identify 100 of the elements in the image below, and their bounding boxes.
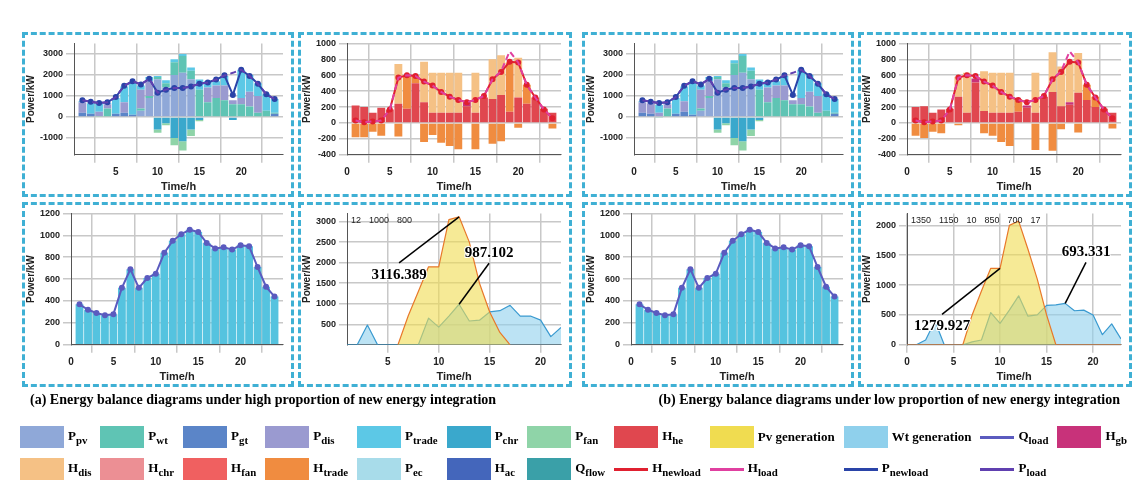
y-tick-label: 800 bbox=[44, 251, 61, 262]
y-axis-title: Power/kW bbox=[860, 74, 872, 123]
y-tick-label: 3000 bbox=[315, 216, 337, 227]
legend-label: H$_{gb}$ bbox=[1105, 428, 1127, 446]
y-axis-title: Power/kW bbox=[300, 74, 312, 123]
x-tick-label: 20 bbox=[235, 355, 247, 367]
x-tick-label: 5 bbox=[670, 355, 677, 367]
annotation: 10 bbox=[966, 215, 977, 226]
x-tick-label: 10 bbox=[994, 355, 1007, 367]
annotation: 1000 bbox=[369, 215, 390, 226]
x-tick-label: 15 bbox=[752, 355, 765, 367]
y-tick-label: 2000 bbox=[42, 69, 64, 80]
y-tick-label: 800 bbox=[604, 251, 621, 262]
y-tick-label: 2000 bbox=[875, 219, 897, 230]
x-axis-title: Time/h bbox=[996, 180, 1032, 193]
y-tick-label: 200 bbox=[44, 317, 61, 328]
x-tick-label: 20 bbox=[535, 355, 547, 367]
legend-label: P$_{dis}$ bbox=[313, 428, 335, 446]
y-tick-label: 600 bbox=[880, 69, 897, 80]
x-axis-title: Time/h bbox=[996, 370, 1032, 383]
x-axis-title: Time/h bbox=[720, 180, 757, 193]
y-tick-label: 1500 bbox=[315, 277, 337, 288]
y-axis-title: Power/kW bbox=[584, 254, 596, 303]
legend-label: Wt generation bbox=[891, 429, 972, 445]
y-tick-label: 1000 bbox=[315, 37, 337, 48]
y-tick-label: 1000 bbox=[875, 279, 897, 290]
legend-label: Pv generation bbox=[757, 429, 835, 445]
x-tick-label: 5 bbox=[673, 165, 680, 177]
y-axis-title: Power/kW bbox=[860, 254, 872, 303]
x-tick-label: 5 bbox=[387, 165, 394, 177]
y-tick-label: 800 bbox=[880, 53, 897, 64]
y-tick-label: -1000 bbox=[39, 132, 64, 143]
y-tick-label: 200 bbox=[880, 101, 897, 112]
y-tick-label: 600 bbox=[604, 273, 621, 284]
y-axis-title: Power/kW bbox=[24, 254, 36, 303]
y-tick-label: 800 bbox=[320, 53, 337, 64]
legend-label: P$_{chr}$ bbox=[494, 428, 519, 446]
legend-label: H$_{he}$ bbox=[662, 428, 684, 446]
y-tick-label: 0 bbox=[331, 117, 337, 128]
y-tick-label: 1000 bbox=[602, 90, 624, 101]
x-tick-label: 15 bbox=[192, 355, 205, 367]
x-tick-label: 15 bbox=[469, 165, 482, 177]
x-tick-label: 15 bbox=[193, 165, 206, 177]
y-tick-label: 0 bbox=[615, 339, 621, 350]
x-tick-label: 10 bbox=[710, 355, 722, 367]
annotation: 850 bbox=[984, 215, 1000, 226]
y-tick-label: 1000 bbox=[39, 229, 61, 240]
annotation: 700 bbox=[1007, 215, 1023, 226]
y-tick-label: -200 bbox=[878, 133, 897, 144]
y-tick-label: 600 bbox=[320, 69, 337, 80]
y-tick-label: 500 bbox=[320, 318, 337, 329]
y-tick-label: 400 bbox=[880, 85, 897, 96]
x-axis-title: Time/h bbox=[436, 180, 472, 193]
x-tick-label: 10 bbox=[152, 165, 164, 177]
legend-label: P$_{fan}$ bbox=[575, 428, 599, 446]
legend-label: H$_{dis}$ bbox=[68, 460, 92, 478]
y-tick-label: 400 bbox=[320, 85, 337, 96]
y-tick-label: 0 bbox=[891, 117, 897, 128]
x-tick-label: 20 bbox=[1087, 355, 1100, 367]
y-tick-label: 3000 bbox=[602, 48, 624, 59]
legend-label: H$_{ac}$ bbox=[494, 460, 515, 478]
legend-label: P$_{pv}$ bbox=[68, 428, 88, 446]
x-tick-label: 0 bbox=[904, 165, 911, 177]
legend-label: P$_{ec}$ bbox=[405, 460, 423, 478]
y-tick-label: 2000 bbox=[315, 257, 337, 268]
x-tick-label: 0 bbox=[631, 165, 638, 177]
y-tick-label: 600 bbox=[44, 273, 61, 284]
y-tick-label: -400 bbox=[318, 149, 337, 160]
legend-label: Q$_{load}$ bbox=[1018, 428, 1049, 446]
y-tick-label: 1000 bbox=[315, 298, 337, 309]
y-axis-title: Power/kW bbox=[584, 74, 596, 123]
y-tick-label: 1500 bbox=[875, 249, 897, 260]
x-tick-label: 5 bbox=[385, 355, 391, 367]
legend-label: H$_{fan}$ bbox=[231, 460, 257, 478]
y-tick-label: 0 bbox=[618, 111, 624, 122]
legend-label: Q$_{flow}$ bbox=[575, 460, 606, 478]
y-axis-title: Power/kW bbox=[24, 74, 36, 123]
x-axis-title: Time/h bbox=[159, 370, 195, 383]
annotation: 1150 bbox=[939, 215, 959, 226]
x-tick-label: 15 bbox=[1041, 355, 1053, 367]
y-tick-label: 2500 bbox=[315, 236, 337, 247]
x-tick-label: 20 bbox=[512, 165, 525, 177]
y-tick-label: 0 bbox=[58, 111, 64, 122]
legend-label: P$_{wt}$ bbox=[148, 428, 168, 446]
y-tick-label: -1000 bbox=[599, 132, 624, 143]
annotation: 17 bbox=[1030, 215, 1041, 226]
legend-label: P$_{trade}$ bbox=[405, 428, 438, 446]
x-tick-label: 0 bbox=[628, 355, 635, 367]
x-tick-label: 15 bbox=[1029, 165, 1042, 177]
legend-label: P$_{newload}$ bbox=[881, 460, 929, 478]
x-tick-label: 5 bbox=[110, 355, 117, 367]
x-tick-label: 0 bbox=[344, 165, 351, 177]
legend-label: P$_{load}$ bbox=[1018, 460, 1047, 478]
x-tick-label: 5 bbox=[113, 165, 120, 177]
x-tick-label: 10 bbox=[987, 165, 999, 177]
x-tick-label: 20 bbox=[795, 165, 808, 177]
x-tick-label: 5 bbox=[950, 355, 957, 367]
y-tick-label: 2000 bbox=[602, 69, 624, 80]
y-tick-label: 400 bbox=[44, 295, 61, 306]
legend-label: H$_{load}$ bbox=[747, 460, 778, 478]
